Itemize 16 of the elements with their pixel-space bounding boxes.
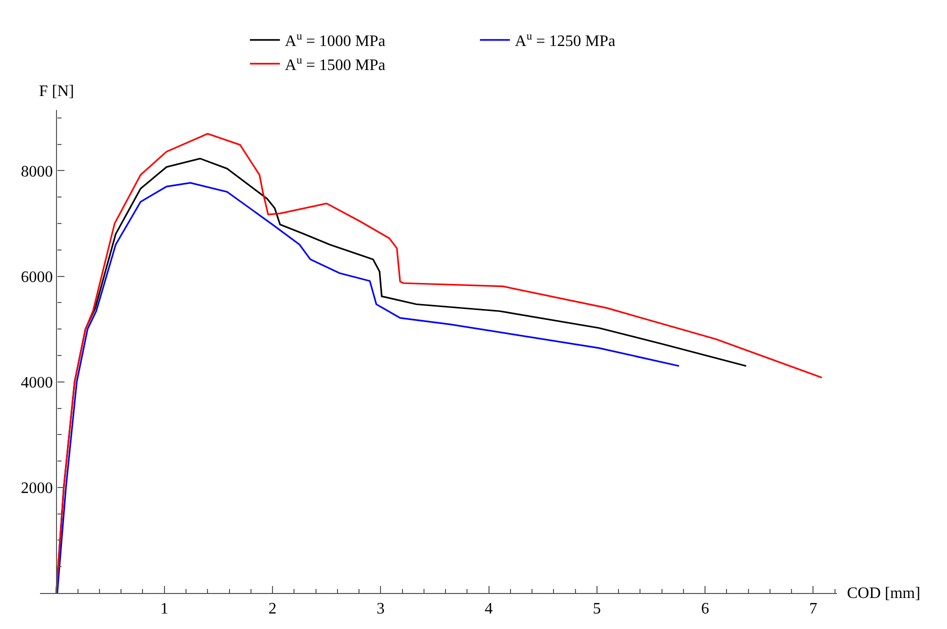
legend-label: A$^{u}$ = 1000 MPa bbox=[284, 30, 386, 50]
x-tick-label: 3 bbox=[376, 600, 385, 618]
x-tick-label: 2 bbox=[268, 600, 276, 618]
y-axis-title: F [N] bbox=[39, 83, 74, 100]
y-tick-label: 4000 bbox=[20, 374, 53, 392]
x-tick-label: 6 bbox=[701, 600, 710, 618]
x-tick-label: 5 bbox=[592, 600, 601, 618]
y-tick-label: 2000 bbox=[20, 480, 53, 498]
x-axis-title: COD [mm] bbox=[847, 585, 920, 602]
x-tick-label: 4 bbox=[484, 600, 493, 618]
legend-label: A$^{u}$ = 1250 MPa bbox=[514, 30, 616, 50]
x-tick-label: 1 bbox=[160, 600, 168, 618]
x-tick-label: 7 bbox=[809, 600, 818, 618]
legend-label: A$^{u}$ = 1500 MPa bbox=[284, 54, 386, 74]
y-tick-label: 8000 bbox=[20, 163, 53, 180]
y-tick-label: 6000 bbox=[20, 268, 53, 286]
